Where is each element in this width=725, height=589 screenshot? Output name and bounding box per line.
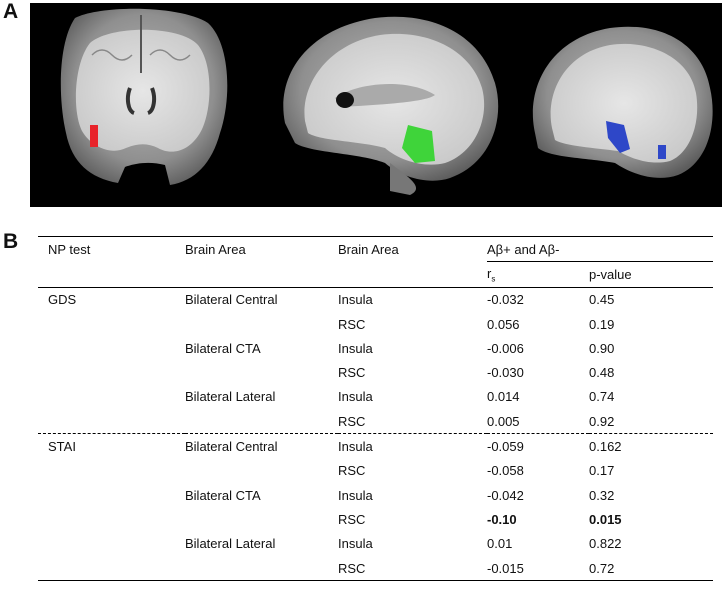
np-test-cell <box>38 555 185 582</box>
pvalue-cell: 0.822 <box>589 536 622 552</box>
rs-cell: -0.10 <box>487 511 517 527</box>
brain-area-1-cell <box>185 312 338 336</box>
sagittal-slice-middle <box>283 16 499 195</box>
brain-area-2-cell: RSC <box>338 316 366 332</box>
brain-area-2-cell: RSC <box>338 365 366 381</box>
brain-area-1-cell <box>185 459 338 483</box>
correlation-table: NP test Brain Area Brain Area Aβ+ and Aβ… <box>38 235 713 582</box>
rs-cell: -0.059 <box>487 433 589 459</box>
brain-area-1-cell <box>185 507 338 531</box>
rs-cell: -0.042 <box>487 487 524 503</box>
np-test-cell <box>38 312 185 336</box>
subheader-row: rs p-value <box>38 261 713 288</box>
np-test-cell: STAI <box>38 433 185 459</box>
header-row: NP test Brain Area Brain Area Aβ+ and Aβ… <box>38 235 713 262</box>
table-row: RSC -0.030 0.48 <box>38 360 713 384</box>
table-row: STAI Bilateral Central Insula -0.059 0.162 <box>38 433 713 459</box>
header-np-test: NP test <box>38 235 185 262</box>
brain-area-1-cell <box>185 360 338 384</box>
header-pvalue: p-value <box>589 261 713 288</box>
brain-area-1-cell <box>185 409 338 434</box>
rs-cell: -0.030 <box>487 365 524 381</box>
pvalue-cell: 0.90 <box>589 340 615 356</box>
table-row: RSC -0.10 0.015 <box>38 507 713 531</box>
table-row: RSC 0.005 0.92 <box>38 409 713 434</box>
pvalue-cell: 0.48 <box>589 365 615 381</box>
table-row: RSC 0.056 0.19 <box>38 312 713 336</box>
rs-cell: -0.015 <box>487 555 589 582</box>
pvalue-cell: 0.74 <box>589 389 615 405</box>
pvalue-cell: 0.19 <box>589 316 615 332</box>
pvalue-cell: 0.72 <box>589 555 713 582</box>
pvalue-cell: 0.92 <box>589 413 615 429</box>
rs-cell: -0.006 <box>487 340 524 356</box>
panel-a-label: A <box>3 0 19 23</box>
panel-b-label: B <box>3 230 19 253</box>
brain-mri-svg <box>60 8 713 195</box>
table-row: Bilateral Lateral Insula 0.01 0.822 <box>38 532 713 556</box>
table-row: RSC -0.015 0.72 <box>38 555 713 582</box>
brain-area-2-cell: RSC <box>338 511 366 527</box>
coronal-slice <box>60 8 228 185</box>
brain-area-1-cell: Bilateral Lateral <box>185 389 276 405</box>
np-test-cell <box>38 459 185 483</box>
brain-area-1-cell: Bilateral Central <box>185 292 278 308</box>
sagittal-slice-right <box>532 26 713 178</box>
brain-area-2-cell: Insula <box>338 536 373 552</box>
brain-area-1-cell: Bilateral Central <box>185 433 338 459</box>
pvalue-cell: 0.17 <box>589 463 615 479</box>
brain-mri-images <box>30 3 722 207</box>
brain-area-1-cell: Bilateral CTA <box>185 487 261 503</box>
brain-area-2-cell: RSC <box>338 413 366 429</box>
pvalue-cell: 0.45 <box>589 292 615 308</box>
np-test-cell <box>38 360 185 384</box>
rs-cell: 0.01 <box>487 536 513 552</box>
np-test-cell <box>38 409 185 434</box>
pvalue-cell: 0.162 <box>589 433 713 459</box>
brain-area-2-cell: Insula <box>338 487 373 503</box>
brain-area-2-cell: RSC <box>338 555 487 582</box>
np-test-cell: GDS <box>48 292 77 308</box>
header-brain-area-1: Brain Area <box>185 235 338 262</box>
brain-area-1-cell: Bilateral CTA <box>185 340 261 356</box>
rs-cell: 0.005 <box>487 413 520 429</box>
pvalue-cell: 0.015 <box>589 511 622 527</box>
np-test-cell <box>38 507 185 531</box>
np-test-cell <box>38 385 185 409</box>
header-group: Aβ+ and Aβ- <box>487 235 713 262</box>
table-row: Bilateral Lateral Insula 0.014 0.74 <box>38 385 713 409</box>
brain-area-1-cell <box>185 555 338 582</box>
brain-area-2-cell: Insula <box>338 433 487 459</box>
pvalue-cell: 0.32 <box>589 487 615 503</box>
rs-cell: 0.014 <box>487 389 520 405</box>
brain-area-2-cell: Insula <box>338 389 373 405</box>
header-rs: rs <box>487 261 589 288</box>
rs-cell: 0.056 <box>487 316 520 332</box>
brain-area-2-cell: Insula <box>338 292 373 308</box>
brain-area-1-cell: Bilateral Lateral <box>185 536 276 552</box>
table-row: Bilateral CTA Insula -0.006 0.90 <box>38 336 713 360</box>
brain-area-2-cell: Insula <box>338 340 373 356</box>
table-row: GDS Bilateral Central Insula -0.032 0.45 <box>38 287 713 312</box>
rs-cell: -0.032 <box>487 292 524 308</box>
table-row: Bilateral CTA Insula -0.042 0.32 <box>38 483 713 507</box>
np-test-cell <box>38 336 185 360</box>
table-row: RSC -0.058 0.17 <box>38 459 713 483</box>
brain-area-2-cell: RSC <box>338 463 366 479</box>
np-test-cell <box>38 532 185 556</box>
np-test-cell <box>38 483 185 507</box>
rs-cell: -0.058 <box>487 463 524 479</box>
header-brain-area-2: Brain Area <box>338 235 487 262</box>
